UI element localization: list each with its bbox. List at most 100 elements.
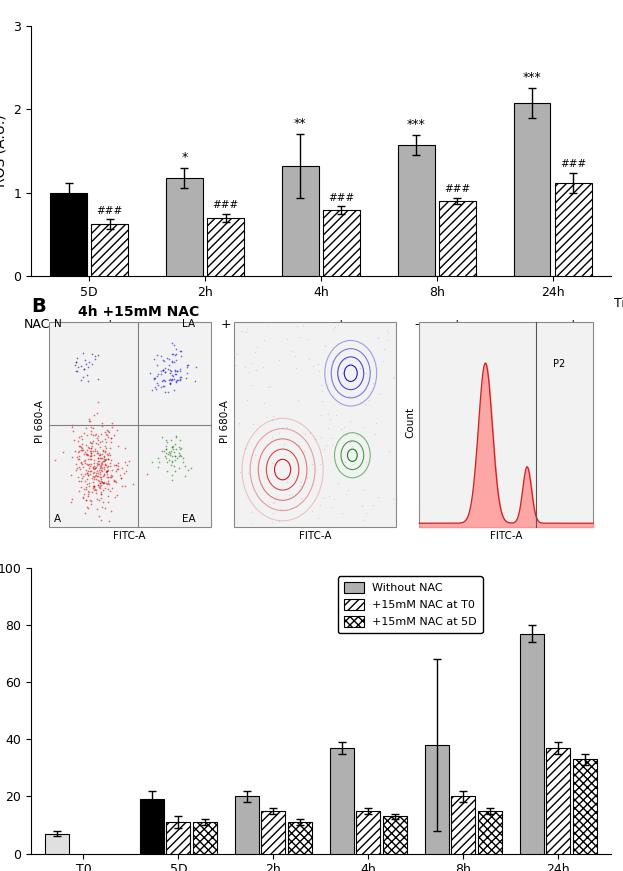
Point xyxy=(262,380,272,394)
Text: +: + xyxy=(104,318,115,331)
Point xyxy=(76,373,86,387)
Point xyxy=(84,457,94,471)
Point xyxy=(241,325,251,339)
Point xyxy=(95,510,105,523)
Point xyxy=(157,430,167,444)
Point xyxy=(87,485,97,499)
Point xyxy=(85,414,95,428)
Point xyxy=(181,371,191,385)
Point xyxy=(69,433,79,447)
Point xyxy=(89,449,99,463)
Point xyxy=(102,460,112,474)
Point xyxy=(317,384,327,398)
Point xyxy=(183,358,193,372)
Point xyxy=(86,464,96,478)
Point xyxy=(86,444,96,458)
Point xyxy=(166,458,176,472)
Point xyxy=(93,473,103,487)
Point xyxy=(345,415,354,429)
Point xyxy=(168,439,178,453)
Point xyxy=(90,463,100,476)
Point xyxy=(99,460,109,474)
Point xyxy=(120,455,130,469)
Point xyxy=(83,442,93,456)
Point xyxy=(153,367,163,381)
Text: ###: ### xyxy=(97,206,123,216)
Bar xyxy=(207,218,244,276)
Point xyxy=(87,471,97,485)
Point xyxy=(115,468,125,482)
Point xyxy=(82,465,92,479)
Point xyxy=(90,469,100,483)
Point xyxy=(79,447,89,461)
Point xyxy=(75,439,85,453)
Point xyxy=(95,467,105,481)
Bar xyxy=(397,145,435,276)
Point xyxy=(92,463,102,477)
Point xyxy=(232,347,242,361)
Point xyxy=(80,482,90,496)
Point xyxy=(109,429,119,442)
Point xyxy=(100,425,110,439)
Point xyxy=(280,437,290,451)
Point xyxy=(97,513,107,527)
Point xyxy=(109,458,119,472)
Point xyxy=(287,488,297,502)
Point xyxy=(91,469,101,483)
Text: B: B xyxy=(31,297,46,316)
Point xyxy=(80,474,90,488)
Point xyxy=(84,485,94,499)
Point xyxy=(76,443,86,457)
Point xyxy=(98,495,108,509)
Point xyxy=(77,471,87,485)
Point xyxy=(103,422,113,436)
Point xyxy=(103,476,113,490)
Point xyxy=(268,496,278,510)
Point xyxy=(88,461,98,475)
Text: -: - xyxy=(182,318,187,331)
Point xyxy=(326,500,336,514)
Point xyxy=(190,375,200,388)
Point xyxy=(300,428,310,442)
Bar xyxy=(166,822,190,854)
Point xyxy=(97,461,107,475)
Point xyxy=(167,473,177,487)
Point xyxy=(82,500,92,514)
Point xyxy=(235,465,245,479)
Point xyxy=(291,361,301,375)
Point xyxy=(333,318,343,332)
Text: 4h +15mM NAC: 4h +15mM NAC xyxy=(77,305,199,319)
Point xyxy=(314,364,324,378)
Point xyxy=(67,492,77,506)
Point xyxy=(97,447,107,461)
Point xyxy=(113,462,123,476)
Point xyxy=(70,364,80,378)
Point xyxy=(388,492,397,506)
Point xyxy=(93,457,103,471)
Point xyxy=(159,379,169,393)
Point xyxy=(164,358,174,372)
Point xyxy=(158,363,168,377)
Point xyxy=(88,481,98,495)
Point xyxy=(99,476,109,490)
Point xyxy=(323,422,333,436)
Point xyxy=(156,349,166,363)
Point xyxy=(67,418,77,432)
Point xyxy=(92,492,102,506)
Point xyxy=(78,442,88,456)
Point xyxy=(117,471,126,485)
Point xyxy=(93,457,103,471)
Point xyxy=(164,448,174,462)
Point xyxy=(267,516,277,530)
Point xyxy=(107,469,117,483)
Point xyxy=(82,463,92,477)
Point xyxy=(95,461,105,475)
Point xyxy=(82,428,92,442)
Point xyxy=(100,439,110,453)
Point xyxy=(99,476,109,490)
Point xyxy=(171,354,181,368)
Point xyxy=(152,358,162,372)
Point xyxy=(72,461,82,475)
Point xyxy=(67,495,77,509)
Point xyxy=(128,477,138,491)
